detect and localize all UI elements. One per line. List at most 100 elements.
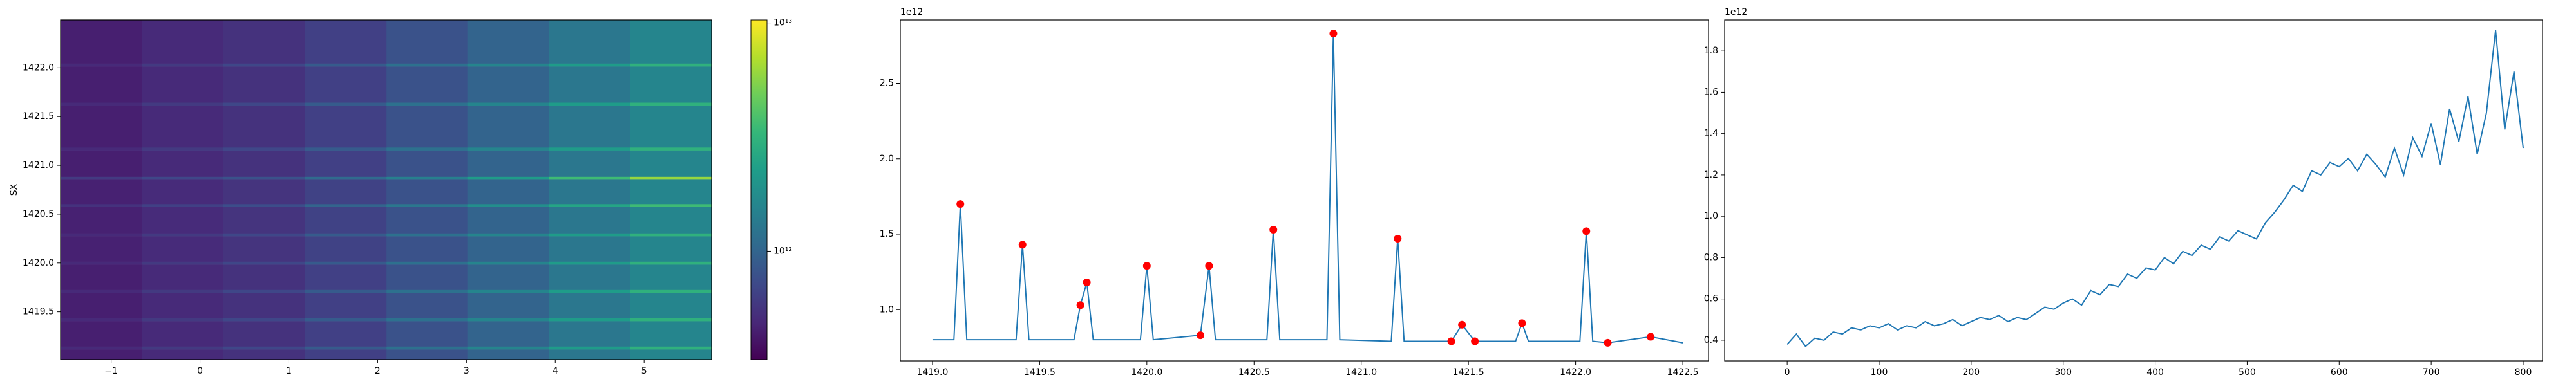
heatmap-cell: [549, 264, 630, 290]
heatmap-cell: [142, 264, 223, 290]
axes-frame: [900, 19, 1709, 362]
heatmap-cell: [630, 207, 712, 234]
y-tick-label: 1419.5: [23, 307, 54, 317]
heatmap-cell: [467, 204, 550, 207]
heatmap-cell: [61, 147, 143, 151]
heatmap-cell: [386, 63, 468, 67]
heatmap-cell: [305, 176, 387, 180]
heatmap-cell: [142, 207, 223, 234]
heatmap-cell: [142, 66, 223, 103]
heatmap-cell: [549, 63, 630, 67]
x-tick-label: 500: [2239, 367, 2256, 378]
heatmap-cell: [630, 179, 712, 205]
heatmap-cell: [305, 236, 387, 262]
heatmap-cell: [467, 63, 550, 67]
heatmap-cell: [142, 105, 223, 148]
x-tick-label: 3: [464, 366, 469, 376]
x-tick-label: 400: [2146, 367, 2164, 378]
y-tick-label: 1.8: [1704, 46, 1718, 56]
heatmap-cell: [386, 102, 468, 106]
heatmap-cell: [223, 236, 305, 262]
heatmap-cell: [467, 147, 550, 151]
y-tick-label: 2.5: [880, 78, 894, 88]
heatmap-cell: [549, 321, 630, 347]
heatmap-cell: [61, 264, 143, 290]
heatmap-cell: [549, 66, 630, 103]
heatmap-cell: [142, 204, 223, 207]
heatmap-cell: [223, 105, 305, 148]
peak-marker: [1076, 301, 1084, 309]
heatmap-cell: [61, 20, 143, 64]
peak-marker: [1518, 319, 1526, 327]
x-tick-label: 2: [375, 366, 381, 376]
heatmap-cell: [467, 318, 550, 322]
x-tick-label: −1: [104, 366, 118, 376]
heatmap-cell: [142, 236, 223, 262]
heatmap-cell: [61, 318, 143, 322]
heatmap-cell: [630, 147, 712, 151]
heatmap-cell: [61, 150, 143, 177]
heatmap-cell: [467, 20, 550, 64]
heatmap-cell: [386, 293, 468, 318]
peak-marker: [1142, 262, 1151, 270]
heatmap-cell: [549, 236, 630, 262]
heatmap-cell: [223, 204, 305, 207]
heatmap-cell: [630, 102, 712, 106]
peak-marker: [1647, 333, 1655, 341]
heatmap-cell: [467, 236, 550, 262]
heatmap-cell: [630, 346, 712, 350]
heatmap-cell: [386, 236, 468, 262]
heatmap-cell: [305, 20, 387, 64]
heatmap-cell: [386, 290, 468, 293]
heatmap-cell: [630, 264, 712, 290]
heatmap-cell: [386, 264, 468, 290]
heatmap-cell: [305, 204, 387, 207]
x-tick-label: 1419.5: [1024, 367, 1056, 378]
heatmap-cell: [630, 261, 712, 265]
x-tick-label: 1422.5: [1667, 367, 1699, 378]
heatmap-cell: [223, 179, 305, 205]
heatmap-cell: [630, 293, 712, 318]
heatmap-cell: [630, 233, 712, 237]
axes-frame: [60, 19, 712, 360]
heatmap-cell: [630, 349, 712, 360]
heatmap-cell: [61, 321, 143, 347]
heatmap-cell: [305, 147, 387, 151]
y-tick-label: 0.6: [1704, 294, 1718, 304]
heatmap-cell: [386, 66, 468, 103]
heatmap-cell: [549, 176, 630, 180]
heatmap-cell: [223, 207, 305, 234]
heatmap-cell: [61, 293, 143, 318]
heatmap-cell: [549, 147, 630, 151]
heatmap-cell: [142, 290, 223, 293]
peak-marker: [1394, 235, 1402, 243]
heatmap-cell: [467, 102, 550, 106]
heatmap-cell: [142, 150, 223, 177]
colorbar-tick-label: 10¹³: [773, 18, 792, 28]
heatmap-cell: [305, 349, 387, 360]
x-tick-label: 600: [2331, 367, 2348, 378]
peak-marker: [956, 200, 965, 208]
heatmap-cell: [305, 179, 387, 205]
heatmap-cell: [467, 349, 550, 360]
heatmap-cell: [549, 349, 630, 360]
y-tick-label: 1422.0: [23, 62, 54, 73]
peak-marker: [1197, 331, 1205, 340]
heatmap-cell: [61, 204, 143, 207]
heatmap-cell: [549, 20, 630, 64]
heatmap-cell: [142, 293, 223, 318]
heatmap-cell: [386, 349, 468, 360]
heatmap-cell: [467, 293, 550, 318]
peak-marker: [1205, 262, 1213, 270]
peak-marker: [1582, 227, 1591, 235]
colorbar-tick-label: 10¹²: [773, 246, 792, 256]
heatmap-cell: [549, 293, 630, 318]
heatmap-cell: [142, 176, 223, 180]
heatmap-cell: [305, 318, 387, 322]
heatmap-cell: [61, 346, 143, 350]
x-tick-label: 1: [286, 366, 292, 376]
heatmap-cell: [61, 63, 143, 67]
heatmap-cell: [467, 264, 550, 290]
heatmap-cell: [61, 207, 143, 234]
